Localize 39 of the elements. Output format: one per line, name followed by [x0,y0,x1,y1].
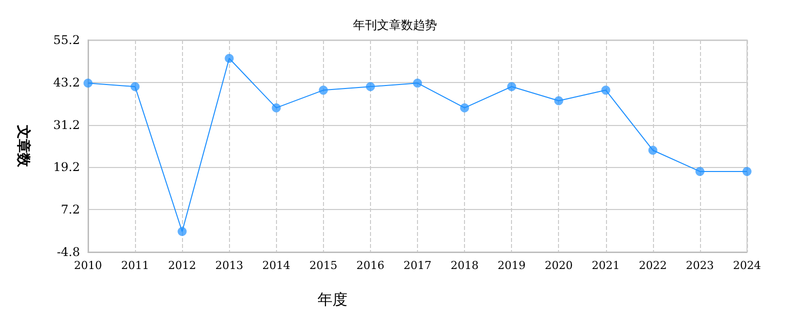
x-tick-label: 2016 [356,259,384,272]
x-tick-label: 2023 [686,259,714,272]
chart-title: 年刊文章数趋势 [353,18,437,32]
point [413,78,422,88]
point [460,103,470,112]
x-tick-label: 2011 [121,259,150,272]
point [130,82,140,92]
point [178,227,187,236]
x-tick-label: 2012 [168,259,196,272]
x-tick-label: 2018 [450,259,479,272]
x-tick-label: 2022 [638,259,667,272]
y-tick-label: -4.8 [56,245,80,259]
point [742,166,752,176]
point [507,82,516,92]
y-tick-label: 31.2 [53,118,80,132]
point [318,86,328,95]
y-tick-label: 7.2 [60,202,80,217]
y-tick-label: 43.2 [53,75,80,90]
x-tick-label: 2015 [309,259,338,272]
point [84,78,92,88]
point [601,86,610,95]
x-tick-label: 2024 [733,259,761,272]
x-tick-label: 2010 [74,259,102,272]
x-tick-label: 2013 [215,259,244,272]
point [366,82,375,92]
x-tick-label: 2017 [404,259,432,272]
x-tick-label: 2014 [262,259,290,272]
y-tick-label: 19.2 [53,160,80,174]
x-tick-label: 2019 [498,259,526,272]
x-axis-title: 年度 [318,290,348,308]
y-tick-label: 55.2 [53,33,80,47]
x-tick-label: 2020 [544,259,573,272]
y-axis-title: 文章数 [15,124,32,168]
x-tick-label: 2021 [592,259,620,272]
point [224,54,234,63]
point [695,166,704,176]
point [554,96,564,106]
point [648,146,658,155]
point [272,103,281,112]
